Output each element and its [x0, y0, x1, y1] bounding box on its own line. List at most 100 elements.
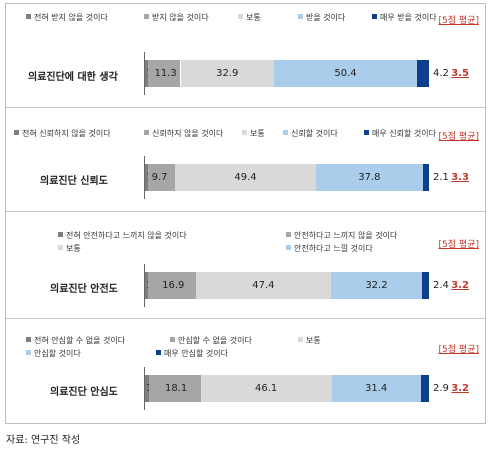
legend-item: 안전하다고 느끼지 않을 것이다 — [286, 231, 397, 241]
legend-swatch — [238, 14, 243, 19]
average-value: 3.5 — [451, 68, 469, 79]
data-label: 47.4 — [252, 280, 275, 291]
average-header: [5점 평균] — [438, 345, 479, 355]
legend-item: 안심할 것이다 — [26, 349, 81, 359]
bar-segment — [145, 60, 149, 87]
legend-label: 전혀 받지 않을 것이다 — [34, 13, 108, 22]
panel-divider — [6, 107, 485, 108]
legend-label: 받을 것이다 — [306, 13, 346, 22]
legend-item: 전혀 안심할 수 없을 것이다 — [26, 336, 125, 346]
legend-swatch — [144, 14, 149, 19]
legend-label: 전혀 안심할 수 없을 것이다 — [34, 336, 126, 345]
legend-item: 매우 받을 것이다 — [372, 13, 437, 23]
data-label: 32.9 — [216, 68, 239, 79]
panel-divider — [6, 318, 485, 319]
average-value: 3.2 — [451, 280, 469, 291]
legend-swatch — [170, 337, 175, 342]
average-header: [5점 평균] — [438, 16, 479, 26]
bar-segment — [315, 164, 424, 191]
average-value: 3.2 — [451, 383, 469, 394]
bar-segment — [331, 375, 421, 402]
bar-segment — [147, 164, 176, 191]
legend-item: 전혀 안전하다고 느끼지 않을 것이다 — [58, 231, 187, 241]
bar-segment — [148, 60, 181, 87]
legend-swatch — [283, 130, 288, 135]
legend-item: 매우 신뢰할 것이다 — [364, 129, 436, 139]
bar-segment — [175, 164, 316, 191]
bar-segment — [330, 272, 423, 299]
data-label: 18.1 — [164, 383, 188, 394]
category-axis — [144, 367, 145, 410]
bar-segment — [423, 164, 429, 191]
legend-label: 받지 않을 것이다 — [152, 13, 209, 22]
data-label: 37.8 — [358, 172, 381, 183]
data-label: 50.4 — [334, 68, 357, 79]
legend-item: 받지 않을 것이다 — [144, 13, 209, 23]
legend-item: 보통 — [298, 336, 321, 346]
legend-swatch — [58, 245, 63, 250]
data-label: 2.1 — [433, 172, 449, 183]
chart-panel: 전혀 받지 않을 것이다 받지 않을 것이다 보통 받을 것이다 매우 받을 것이다 [5… — [6, 4, 485, 107]
legend-label: 매우 안심할 것이다 — [164, 349, 228, 358]
data-label: 2.9 — [433, 383, 449, 394]
category-axis — [144, 156, 145, 199]
legend-item: 보통 — [242, 129, 265, 139]
legend-label: 안전하다고 느낄 것이다 — [294, 244, 373, 253]
legend-swatch — [298, 14, 303, 19]
category-axis — [144, 264, 145, 307]
legend-swatch — [364, 130, 369, 135]
chart-panel: 전혀 신뢰하지 않을 것이다 신뢰하지 않을 것이다 보통 신뢰할 것이다 매우 신뢰할… — [6, 107, 485, 211]
category-label: 의료진단 신뢰도 — [40, 176, 108, 187]
legend-swatch — [372, 14, 377, 19]
data-label: 49.4 — [234, 172, 257, 183]
legend-item: 안심할 수 없을 것이다 — [170, 336, 252, 346]
bar-segment — [180, 60, 274, 87]
legend-swatch — [26, 337, 31, 342]
legend-label: 신뢰하지 않을 것이다 — [152, 129, 224, 138]
legend-swatch — [26, 14, 31, 19]
legend-label: 안심할 수 없을 것이다 — [178, 336, 252, 345]
bar-segment — [273, 60, 418, 87]
legend-item: 전혀 받지 않을 것이다 — [26, 13, 108, 23]
bar-segment — [420, 375, 429, 402]
data-label: 32.2 — [365, 280, 388, 291]
legend-label: 매우 받을 것이다 — [380, 13, 437, 22]
legend-label: 보통 — [246, 13, 261, 22]
data-label: 9.7 — [151, 172, 168, 183]
legend-swatch — [26, 350, 31, 355]
data-label: 46.1 — [254, 383, 278, 394]
legend-item: 신뢰할 것이다 — [283, 129, 338, 139]
chart-panel: 전혀 안전하다고 느끼지 않을 것이다 안전하다고 느끼지 않을 것이다 보통 안전하… — [6, 211, 485, 318]
legend-label: 안전하다고 느끼지 않을 것이다 — [294, 231, 398, 240]
bar-segment — [145, 272, 149, 299]
legend-item: 보통 — [238, 13, 261, 23]
legend-label: 전혀 안전하다고 느끼지 않을 것이다 — [66, 231, 187, 240]
category-label: 의료진단 안전도 — [50, 284, 118, 295]
bar-segment — [196, 272, 331, 299]
legend-swatch — [286, 245, 291, 250]
legend-swatch — [156, 350, 161, 355]
legend-item: 신뢰하지 않을 것이다 — [144, 129, 223, 139]
average-header: [5점 평균] — [438, 132, 479, 142]
legend-swatch — [58, 232, 63, 237]
legend-label: 보통 — [306, 336, 321, 345]
data-label: 16.9 — [162, 280, 185, 291]
bar-segment — [145, 375, 150, 402]
legend-swatch — [144, 130, 149, 135]
category-axis — [144, 52, 145, 95]
legend-label: 보통 — [250, 129, 265, 138]
legend-swatch — [242, 130, 247, 135]
legend-item: 안전하다고 느낄 것이다 — [286, 244, 373, 254]
legend-item: 받을 것이다 — [298, 13, 345, 23]
bar-segment — [145, 164, 148, 191]
source-note: 자료: 연구진 작성 — [6, 435, 81, 446]
legend-label: 안심할 것이다 — [34, 349, 81, 358]
data-label: 11.3 — [154, 68, 177, 79]
legend-label: 매우 신뢰할 것이다 — [372, 129, 436, 138]
bar-segment — [149, 375, 201, 402]
legend-label: 신뢰할 것이다 — [291, 129, 338, 138]
average-header: [5점 평균] — [438, 240, 479, 250]
bar-segment — [148, 272, 197, 299]
bar-segment — [422, 272, 429, 299]
